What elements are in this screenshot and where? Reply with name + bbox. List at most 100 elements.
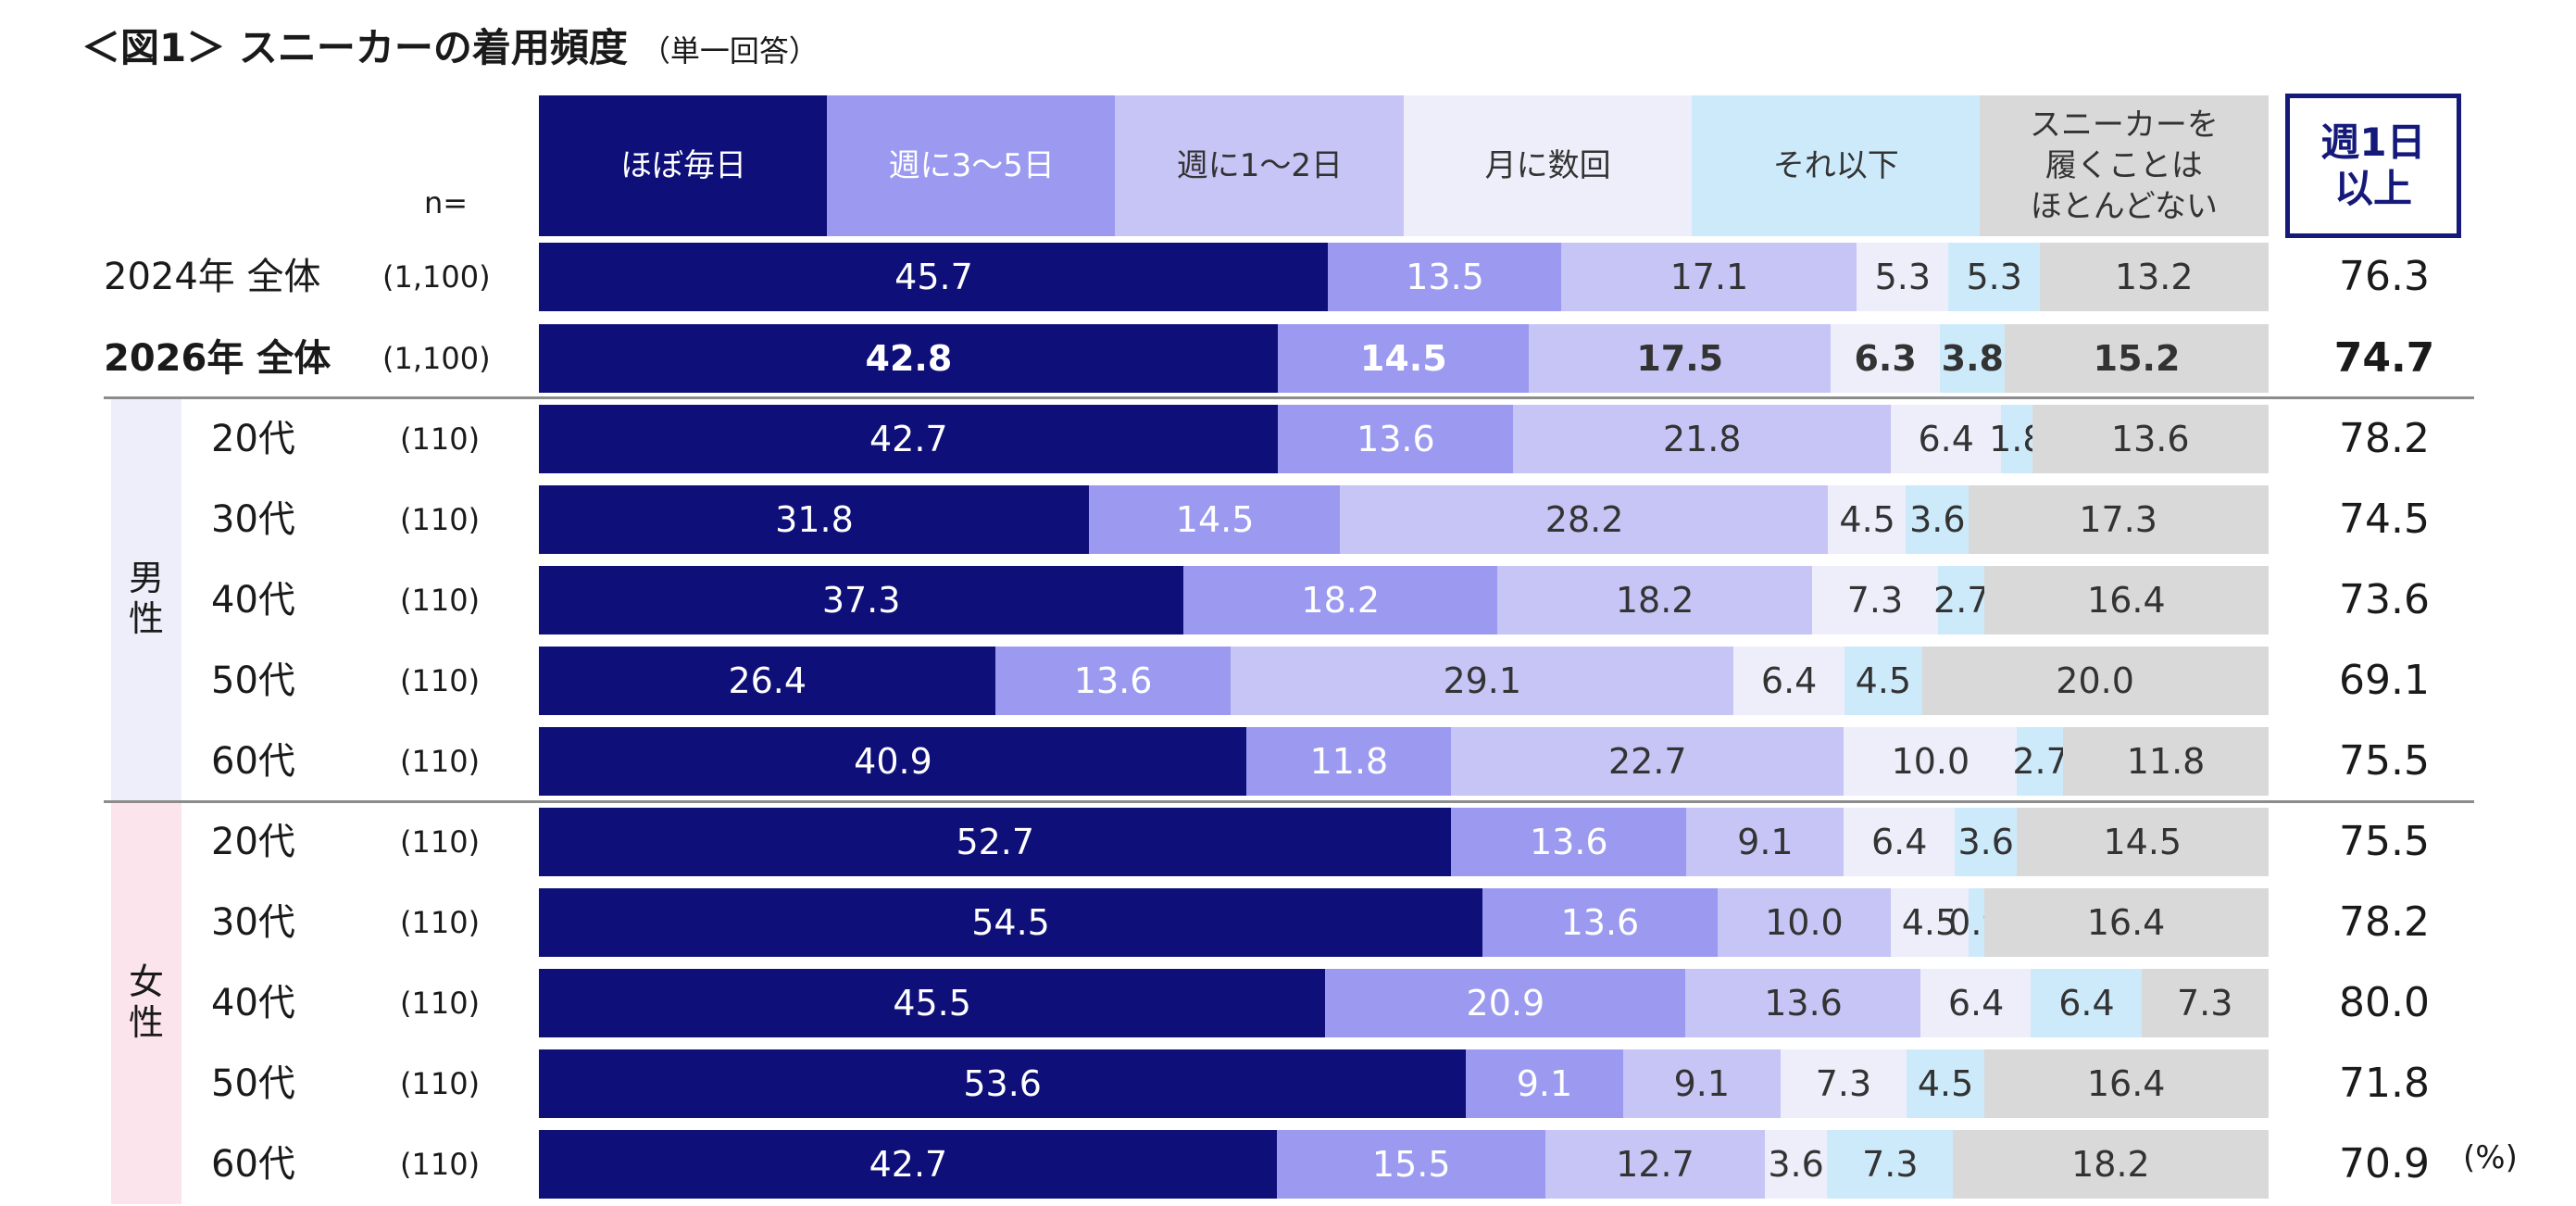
row-label: 30代 <box>211 498 295 541</box>
divider-line <box>104 396 2474 399</box>
row-total: 80.0 <box>2339 979 2430 1026</box>
row-label: 50代 <box>211 1062 295 1105</box>
bar-segment: 15.5 <box>1277 1130 1546 1199</box>
chart-row: 20代 (110) 42.7 13.6 21.8 6.4 1.8 13.6 78.2 <box>0 405 2576 473</box>
bar-segment: 7.3 <box>1826 1130 1954 1199</box>
row-total: 69.1 <box>2339 657 2430 704</box>
stacked-bar: 45.7 13.5 17.1 5.3 5.3 13.2 <box>539 243 2269 311</box>
bar-segment: 6.4 <box>1890 405 2002 473</box>
bar-segment: 11.8 <box>1246 727 1452 796</box>
bar-segment: 26.4 <box>539 647 996 715</box>
bar-segment: 0.9 <box>1948 888 2005 957</box>
group-label-male: 男 性 <box>111 558 181 639</box>
chart-row: 50代 (110) 26.4 13.6 29.1 6.4 4.5 20.0 69.1 <box>0 647 2576 715</box>
bar-segment: 28.2 <box>1340 485 1829 554</box>
bar-segment: 45.7 <box>539 243 1329 311</box>
stacked-bar: 53.6 9.1 9.1 7.3 4.5 16.4 <box>539 1049 2269 1118</box>
bar-segment: 6.4 <box>1733 647 1845 715</box>
bar-segment: 13.6 <box>994 647 1232 715</box>
bar-segment: 16.4 <box>1983 888 2269 957</box>
row-label: 50代 <box>211 660 295 702</box>
bar-segment: 54.5 <box>539 888 1483 957</box>
group-label-male-text: 男 性 <box>128 558 164 639</box>
bar-segment: 13.6 <box>2032 405 2269 473</box>
legend-item: それ以下 <box>1691 95 1981 236</box>
bar-segment: 6.4 <box>1920 969 2032 1037</box>
bar-segment: 18.2 <box>1953 1130 2269 1199</box>
bar-segment: 14.5 <box>1278 324 1530 393</box>
row-total: 75.5 <box>2339 818 2430 865</box>
row-n: (110) <box>400 663 481 698</box>
bar-segment: 7.3 <box>1780 1049 1907 1118</box>
bar-segment: 16.4 <box>1983 1049 2269 1118</box>
row-total: 78.2 <box>2339 898 2430 946</box>
bar-segment: 53.6 <box>539 1049 1467 1118</box>
row-n: (1,100) <box>382 341 491 376</box>
row-n: (110) <box>400 502 481 537</box>
row-total: 76.3 <box>2339 253 2430 300</box>
bar-segment: 17.1 <box>1561 243 1857 311</box>
legend-label: 週に1～2日 <box>1176 146 1344 184</box>
row-total: 71.8 <box>2339 1060 2430 1107</box>
stacked-bar: 52.7 13.6 9.1 6.4 3.6 14.5 <box>539 808 2269 876</box>
legend-label: スニーカーを 履くことは ほとんどない <box>2029 106 2219 226</box>
bar-segment: 52.7 <box>539 808 1452 876</box>
bar-segment: 13.6 <box>1278 405 1514 473</box>
bar-segment: 1.8 <box>1989 405 2045 473</box>
bar-segment: 3.6 <box>1954 808 2018 876</box>
bar-segment: 15.2 <box>2005 324 2269 393</box>
bar-segment: 13.2 <box>2039 243 2269 311</box>
bar-segment: 5.3 <box>1857 243 1949 311</box>
row-total: 73.6 <box>2339 576 2430 623</box>
bar-segment: 40.9 <box>539 727 1247 796</box>
row-total: 74.5 <box>2339 496 2430 543</box>
bar-segment: 9.1 <box>1622 1049 1782 1118</box>
row-label: 60代 <box>211 1143 295 1186</box>
bar-segment: 18.2 <box>1497 566 1813 634</box>
bar-segment: 37.3 <box>539 566 1184 634</box>
group-label-female-text: 女 性 <box>128 961 164 1043</box>
chart-subtitle: （単一回答） <box>640 33 819 69</box>
row-total: 75.5 <box>2339 737 2430 785</box>
row-n: (110) <box>400 1066 481 1101</box>
bar-segment: 6.4 <box>1844 808 1956 876</box>
legend-label: 月に数回 <box>1484 146 1611 184</box>
row-label: 20代 <box>211 418 295 460</box>
chart-row: 60代 (110) 42.7 15.5 12.7 3.6 7.3 18.2 70.9 <box>0 1130 2576 1199</box>
bar-segment: 11.8 <box>2063 727 2269 796</box>
stacked-bar: 45.5 20.9 13.6 6.4 6.4 7.3 <box>539 969 2269 1037</box>
chart-row: 20代 (110) 52.7 13.6 9.1 6.4 3.6 14.5 75.5 <box>0 808 2576 876</box>
row-n: (110) <box>400 824 481 860</box>
chart-row: 60代 (110) 40.9 11.8 22.7 10.0 2.7 11.8 75.5 <box>0 727 2576 796</box>
bar-segment: 4.5 <box>1844 647 1923 715</box>
row-n: (110) <box>400 986 481 1021</box>
unit-label: (%) <box>2463 1139 2518 1176</box>
legend-item: 週に1～2日 <box>1115 95 1405 236</box>
row-n: (110) <box>400 421 481 457</box>
bar-segment: 22.7 <box>1450 727 1844 796</box>
bar-segment: 13.6 <box>1450 808 1687 876</box>
bar-segment: 9.1 <box>1465 1049 1624 1118</box>
total-header: 週1日 以上 <box>2285 94 2461 238</box>
chart-row: 2026年 全体 (1,100) 42.8 14.5 17.5 6.3 3.8 15.2 74.… <box>0 324 2576 393</box>
stacked-bar: 31.8 14.5 28.2 4.5 3.6 17.3 <box>539 485 2269 554</box>
row-label: 30代 <box>211 901 295 944</box>
stacked-bar: 42.7 15.5 12.7 3.6 7.3 18.2 <box>539 1130 2269 1199</box>
chart-row: 30代 (110) 31.8 14.5 28.2 4.5 3.6 17.3 74.5 <box>0 485 2576 554</box>
stacked-bar: 42.7 13.6 21.8 6.4 1.8 13.6 <box>539 405 2269 473</box>
row-n: (110) <box>400 905 481 940</box>
bar-segment: 29.1 <box>1230 647 1734 715</box>
bar-segment: 5.3 <box>1947 243 2041 311</box>
bar-segment: 42.7 <box>539 405 1279 473</box>
row-label: 60代 <box>211 740 295 783</box>
row-total: 74.7 <box>2333 334 2435 382</box>
group-band-female <box>111 802 181 1204</box>
bar-segment: 4.5 <box>1828 485 1907 554</box>
bar-segment: 12.7 <box>1544 1130 1766 1199</box>
bar-segment: 9.1 <box>1686 808 1844 876</box>
bar-segment: 13.6 <box>1482 888 1719 957</box>
title-text: ＜図1＞ スニーカーの着用頻度 <box>81 25 628 70</box>
row-n: (110) <box>400 744 481 779</box>
legend-item: 週に3～5日 <box>827 95 1117 236</box>
bar-segment: 3.6 <box>1764 1130 1828 1199</box>
